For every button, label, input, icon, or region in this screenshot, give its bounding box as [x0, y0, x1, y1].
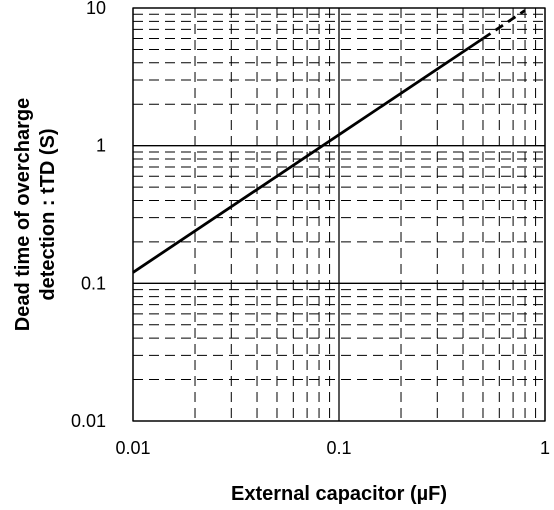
x-tick-label: 0.1 [326, 438, 351, 458]
major-grid [132, 7, 546, 422]
x-axis-title: External capacitor (µF) [231, 483, 447, 505]
y-axis-title-line-2: detection : tTD (S) [37, 128, 59, 300]
series-layer [132, 9, 526, 274]
y-tick-labels: 0.01 0.1 1 10 [71, 0, 106, 431]
x-tick-labels: 0.01 0.1 1 [115, 438, 550, 458]
y-tick-label: 10 [86, 0, 106, 18]
plot-frame [132, 7, 546, 422]
y-tick-label: 0.1 [81, 273, 106, 293]
y-axis-title-line-1: Dead time of overcharge [12, 98, 34, 331]
series-line-solid [132, 37, 484, 274]
x-tick-label: 0.01 [115, 438, 150, 458]
series-line-dashed [482, 9, 526, 40]
x-tick-label: 1 [540, 438, 550, 458]
y-tick-label: 0.01 [71, 411, 106, 431]
minor-grid [133, 8, 545, 421]
y-tick-label: 1 [96, 136, 106, 156]
